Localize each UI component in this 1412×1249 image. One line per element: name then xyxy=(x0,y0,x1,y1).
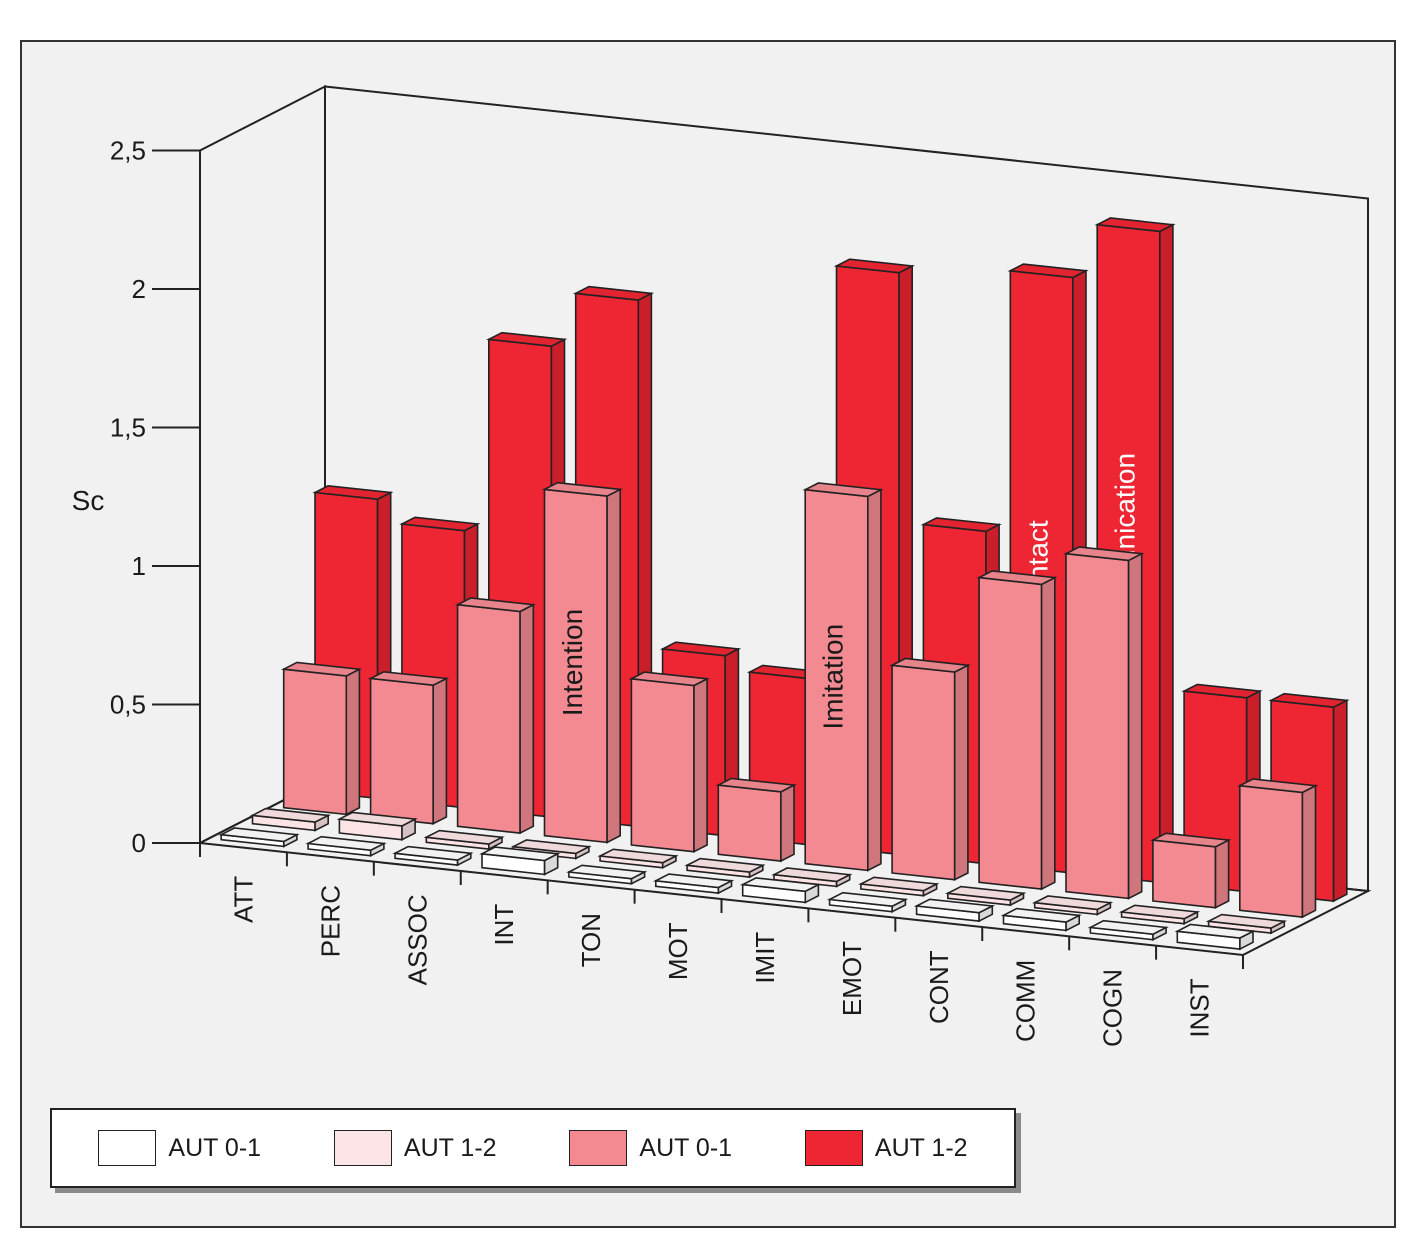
bar-1-mot xyxy=(653,873,735,895)
bar-1-inst xyxy=(1174,923,1256,951)
bar-3-cont xyxy=(976,570,1058,891)
legend-label-1: AUT 0-1 xyxy=(168,1133,262,1162)
bar-2-emot xyxy=(858,876,940,898)
bar-1-int xyxy=(479,846,561,876)
bar-1-comm xyxy=(1000,907,1082,932)
x-tick-label: TON xyxy=(576,913,606,967)
x-tick-label: INST xyxy=(1185,978,1215,1037)
bar-3-ton xyxy=(628,671,710,854)
bar-3-att xyxy=(280,661,363,816)
legend-swatch-3 xyxy=(569,1130,628,1166)
legend-label-4: AUT 1-2 xyxy=(874,1133,968,1162)
bar-3-int: Intention xyxy=(541,481,623,844)
bar-annotation: Imitation xyxy=(818,624,849,730)
legend-label-2: AUT 1-2 xyxy=(403,1133,497,1162)
y-tick-label: 1 xyxy=(132,551,146,581)
legend-item-3: AUT 0-1 xyxy=(569,1130,732,1166)
x-tick-label: EMOT xyxy=(837,941,867,1016)
bar-2-cont xyxy=(945,885,1027,907)
bar-2-ton xyxy=(597,848,679,870)
bar-3-cogn xyxy=(1150,832,1232,910)
bar-3-mot xyxy=(715,777,797,863)
y-axis-label: Sc xyxy=(72,485,105,516)
bar-3-inst xyxy=(1237,778,1319,919)
bar-1-imit xyxy=(739,877,822,904)
y-tick-label: 0,5 xyxy=(110,690,146,720)
bar-2-att xyxy=(249,807,331,832)
bar-2-cogn xyxy=(1118,904,1201,926)
legend-item-4: AUT 1-2 xyxy=(804,1130,968,1166)
x-tick-label: COGN xyxy=(1098,969,1128,1047)
y-tick-label: 1,5 xyxy=(110,413,146,443)
legend-label-3: AUT 0-1 xyxy=(639,1133,733,1162)
bar-1-att xyxy=(218,827,300,848)
bar-1-assoc xyxy=(392,845,474,867)
bar-annotation: Intention xyxy=(557,609,588,716)
x-tick-label: CONT xyxy=(924,950,954,1024)
y-tick-label: 2,5 xyxy=(110,136,146,166)
x-tick-label: INT xyxy=(489,904,519,946)
y-tick-label: 2 xyxy=(132,274,146,304)
bar-3-emot xyxy=(889,657,971,882)
bar-1-cogn xyxy=(1087,919,1169,942)
legend-item-1: AUT 0-1 xyxy=(98,1130,261,1166)
bar-2-imit xyxy=(771,867,853,888)
x-tick-label: MOT xyxy=(663,922,693,980)
bar-3-perc xyxy=(367,670,450,826)
y-tick-label: 0 xyxy=(132,828,146,858)
legend-swatch-2 xyxy=(333,1130,392,1166)
bar-1-emot xyxy=(826,891,909,914)
x-tick-label: IMIT xyxy=(750,932,780,984)
bar-2-mot xyxy=(684,857,766,879)
legend: AUT 0-1 AUT 1-2 AUT 0-1 AUT 1-2 xyxy=(50,1108,1016,1188)
bar-1-perc xyxy=(305,835,387,858)
bar-1-ton xyxy=(566,864,648,886)
bar-2-comm xyxy=(1031,895,1114,916)
legend-item-2: AUT 1-2 xyxy=(333,1130,497,1166)
x-tick-label: ATT xyxy=(228,876,258,923)
bar-3-comm xyxy=(1063,546,1145,900)
bar-2-assoc xyxy=(423,829,505,851)
bar-2-perc xyxy=(336,811,418,842)
x-tick-label: ASSOC xyxy=(402,894,432,985)
bar-3-assoc xyxy=(454,597,537,835)
bar-1-cont xyxy=(913,898,996,923)
bar-3-imit: Imitation xyxy=(802,482,884,872)
legend-swatch-4 xyxy=(804,1130,863,1166)
x-tick-label: COMM xyxy=(1011,960,1041,1042)
x-tick-label: PERC xyxy=(315,885,345,957)
legend-swatch-1 xyxy=(98,1130,157,1166)
